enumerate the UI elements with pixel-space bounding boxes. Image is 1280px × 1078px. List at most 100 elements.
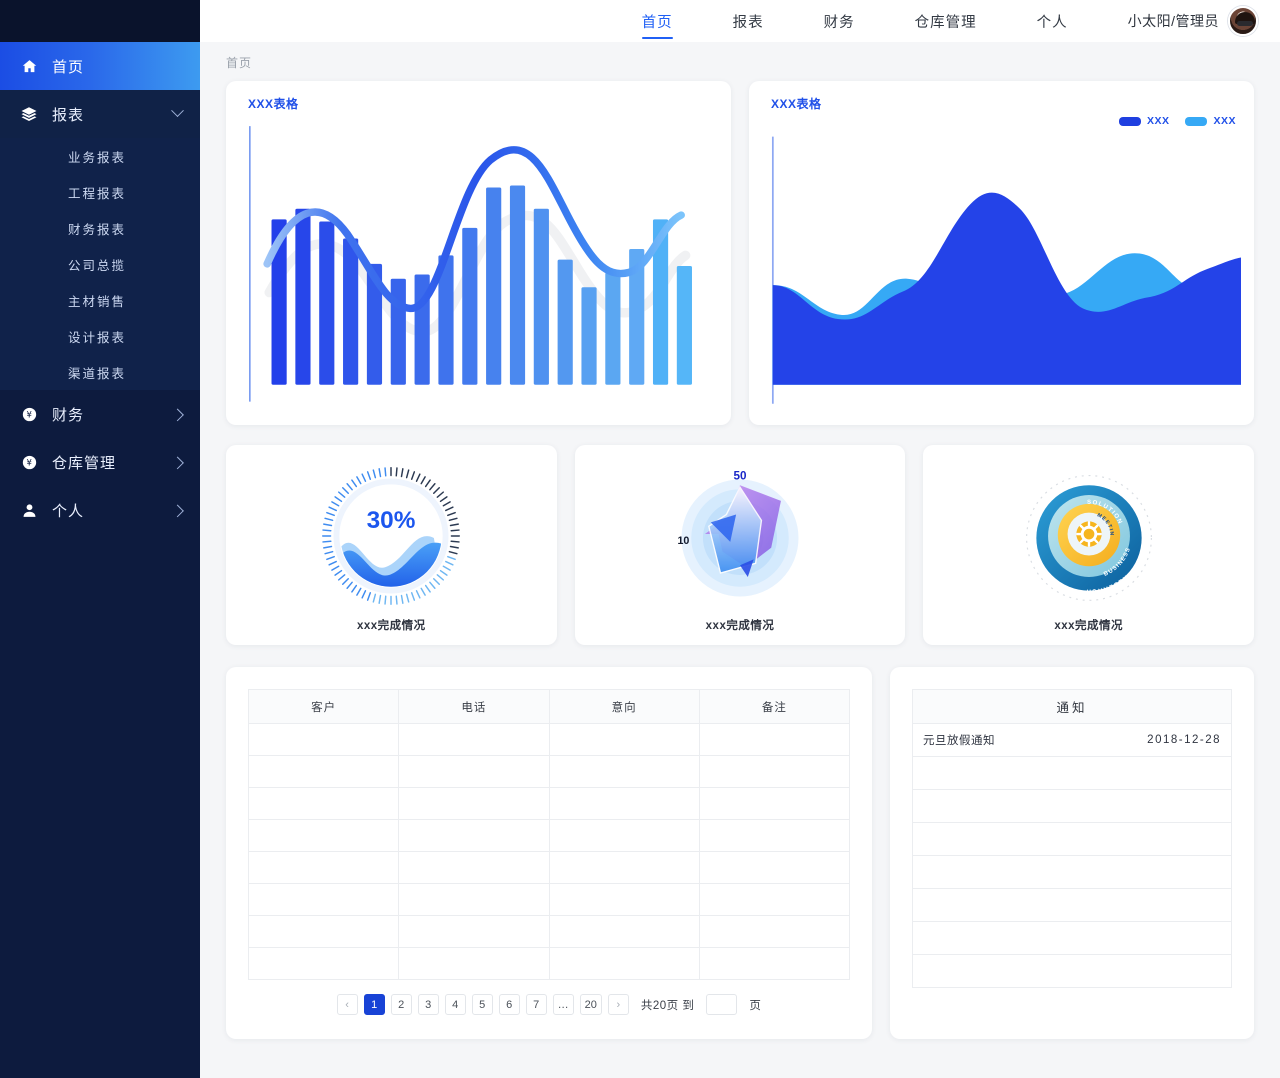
pagination-page-1[interactable]: 1 [363, 994, 385, 1015]
sidebar-submenu-reports: 业务报表 工程报表 财务报表 公司总揽 主材销售 设计报表 渠道报表 [0, 138, 200, 390]
bottom-row: 客户 电话 意向 备注 [226, 667, 1254, 1039]
pagination-prev[interactable]: ‹ [336, 994, 358, 1015]
notice-header-row: 通知 [912, 689, 1232, 724]
gauges-row: 30% xxx完成情况 [226, 445, 1255, 645]
layers-icon [18, 103, 40, 125]
svg-text:¥: ¥ [26, 410, 32, 420]
table-row[interactable] [247, 819, 851, 852]
ring-chart: SOLUTION MEETING BUSINESS RESEARCH [1011, 457, 1167, 615]
breadcrumb: 首页 [226, 56, 253, 70]
sidebar-item-warehouse[interactable]: ¥ 仓库管理 [0, 438, 200, 486]
tab-home[interactable]: 首页 [641, 0, 673, 42]
list-item[interactable] [912, 822, 1232, 856]
top-navigation: 首页 报表 财务 仓库管理 个人 [612, 0, 1098, 42]
sidebar-item-label: 财务 [52, 406, 85, 424]
chevron-right-icon [171, 408, 184, 422]
yuan-circle-icon: ¥ [18, 451, 40, 473]
sidebar-item-finance[interactable]: ¥ 财务 [0, 390, 200, 438]
gauge3-caption: xxx完成情况 [1054, 620, 1124, 632]
sidebar-subitem-design-report[interactable]: 设计报表 [68, 330, 127, 345]
tab-warehouse[interactable]: 仓库管理 [914, 14, 977, 31]
pagination-page-4[interactable]: 4 [444, 994, 466, 1015]
table-row[interactable] [247, 723, 851, 756]
legend-entry: XXX [1118, 115, 1170, 127]
legend-label: XXX [1146, 115, 1170, 127]
sidebar-subitem-channel-report[interactable]: 渠道报表 [68, 366, 127, 381]
pagination-jump-input[interactable] [706, 994, 738, 1015]
list-item[interactable] [912, 756, 1232, 790]
table-header-row: 客户 电话 意向 备注 [247, 689, 851, 724]
table-header-intent: 意向 [548, 689, 700, 724]
radar-min-label: 10 [677, 535, 689, 547]
tab-reports[interactable]: 报表 [732, 14, 764, 31]
sidebar-item-home[interactable]: 首页 [0, 42, 200, 90]
table-row[interactable] [247, 915, 851, 948]
notice-body: 元旦放假通知 2018-12-28 [912, 723, 1232, 988]
tab-finance[interactable]: 财务 [823, 14, 855, 31]
sidebar-item-label: 仓库管理 [52, 454, 117, 472]
pagination-next[interactable]: › [607, 994, 629, 1015]
pagination-page-3[interactable]: 3 [417, 994, 439, 1015]
legend-entry: XXX [1185, 115, 1236, 127]
list-item[interactable] [912, 888, 1232, 922]
sidebar-item-reports[interactable]: 报表 [0, 90, 200, 138]
sidebar-logo-area [0, 0, 200, 42]
pagination-total-text: 共20页 到 [640, 999, 695, 1012]
chart2-legend: XXX XXX [1118, 115, 1236, 127]
legend-label: XXX [1213, 115, 1236, 127]
bar-line-chart-card: XXX表格 [226, 81, 731, 425]
table-row[interactable] [247, 755, 851, 788]
table-row[interactable] [247, 883, 851, 916]
radar-max-label: 50 [733, 469, 747, 482]
chevron-right-icon [171, 456, 184, 470]
list-item[interactable] [912, 789, 1232, 823]
pagination: ‹ 1 2 3 4 5 6 7 … 20 › 共20页 到 页 [248, 994, 850, 1015]
liquid-gauge-card: 30% xxx完成情况 [226, 445, 557, 645]
sidebar: 首页 报表 业务报表 工程报表 财务报表 公司总揽 主材销售 设计报表 渠道报表 [0, 0, 200, 1078]
sidebar-subitem-material-sales[interactable]: 主材销售 [68, 294, 127, 309]
table-row[interactable] [247, 787, 851, 820]
chevron-right-icon [171, 504, 184, 518]
page-content: 首页 XXX表格 [200, 42, 1280, 1078]
pagination-page-5[interactable]: 5 [471, 994, 493, 1015]
radar-chart-card: 50 10 xxx完成情况 [574, 445, 906, 645]
charts-row: XXX表格 [226, 81, 1254, 425]
avatar[interactable] [1228, 6, 1258, 36]
user-menu[interactable]: 小太阳/管理员 [1128, 6, 1258, 36]
user-icon [18, 499, 40, 521]
list-item[interactable]: 元旦放假通知 2018-12-28 [912, 723, 1232, 757]
sidebar-subitem-finance-report[interactable]: 财务报表 [68, 222, 127, 237]
legend-swatch-light [1185, 116, 1208, 126]
table-row[interactable] [247, 851, 851, 884]
sidebar-item-label: 个人 [52, 502, 85, 520]
legend-swatch-dark [1118, 116, 1141, 126]
area-chart [749, 107, 1254, 425]
table-row[interactable] [247, 947, 851, 980]
area-chart-card: XXX表格 XXX XXX [749, 81, 1254, 425]
pagination-page-2[interactable]: 2 [390, 994, 412, 1015]
yuan-circle-icon: ¥ [18, 403, 40, 425]
chart2-title: XXX表格 [771, 97, 822, 111]
tab-personal[interactable]: 个人 [1036, 14, 1068, 31]
svg-text:¥: ¥ [26, 458, 32, 468]
pagination-ellipsis: … [552, 994, 574, 1015]
gauge-value: 30% [367, 507, 416, 534]
customer-table-card: 客户 电话 意向 备注 [226, 667, 872, 1039]
list-item[interactable] [912, 954, 1232, 988]
notice-date: 2018-12-28 [1147, 734, 1221, 746]
gauge1-caption: xxx完成情况 [356, 620, 426, 632]
pagination-page-20[interactable]: 20 [579, 994, 602, 1015]
pagination-page-7[interactable]: 7 [525, 994, 547, 1015]
list-item[interactable] [912, 855, 1232, 889]
sidebar-subitem-company-overview[interactable]: 公司总揽 [68, 258, 127, 273]
sidebar-item-label: 首页 [52, 58, 85, 76]
notice-table: 通知 元旦放假通知 2018-12-28 [912, 689, 1232, 988]
pagination-page-6[interactable]: 6 [498, 994, 520, 1015]
table-header-customer: 客户 [247, 689, 400, 724]
chart1-title: XXX表格 [248, 97, 299, 111]
sidebar-item-personal[interactable]: 个人 [0, 486, 200, 534]
sidebar-subitem-business-report[interactable]: 业务报表 [68, 150, 127, 165]
sidebar-subitem-engineering-report[interactable]: 工程报表 [68, 186, 127, 201]
list-item[interactable] [912, 921, 1232, 955]
pagination-unit-text: 页 [749, 999, 762, 1012]
